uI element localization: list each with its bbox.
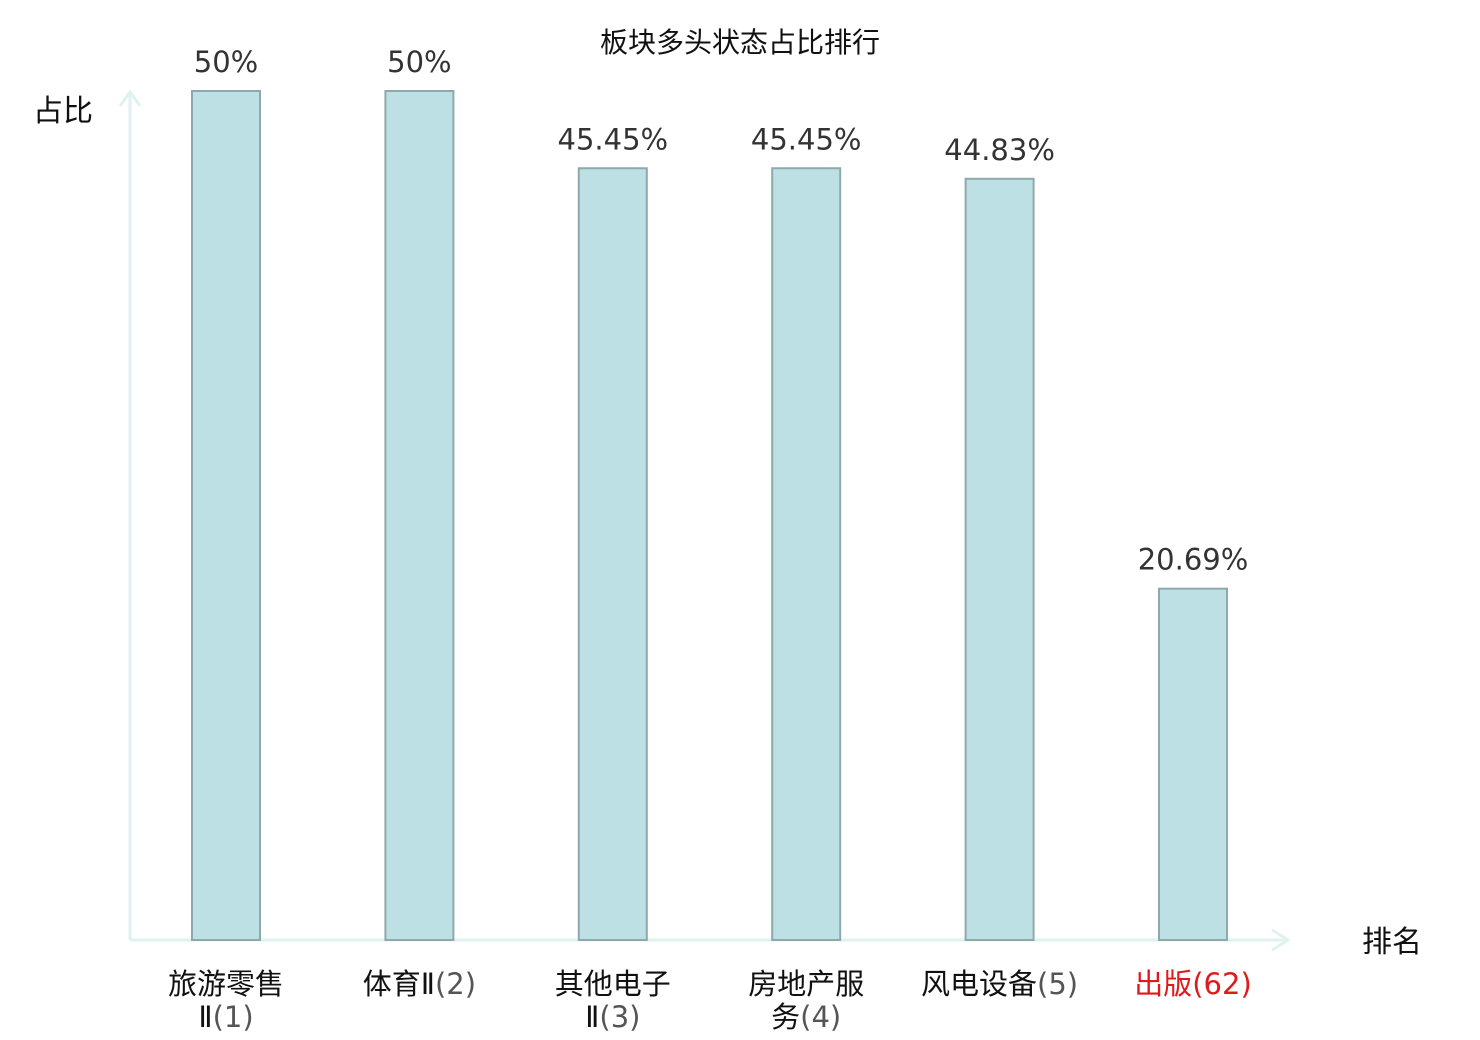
value-labels-group: 50% 50% 45.45% 45.45% 44.83% 20.69%: [194, 45, 1249, 577]
tick-label-4: 房地产服务(4): [748, 967, 864, 1034]
y-axis-label: 占比: [33, 94, 93, 129]
tick-label-2: 体育Ⅱ(2): [363, 967, 476, 1001]
value-label-1: 50%: [194, 45, 258, 79]
bar-2: [384, 90, 455, 941]
value-label-6: 20.69%: [1138, 543, 1249, 577]
bar-1: [191, 90, 261, 941]
tick-label-3: 其他电子 Ⅱ(3): [555, 967, 671, 1034]
tick-label-5: 风电设备(5): [921, 967, 1078, 1001]
x-axis-label: 排名: [1362, 925, 1422, 960]
chart-title: 板块多头状态占比排行: [600, 26, 880, 59]
bar-5: [964, 177, 1035, 941]
value-label-3: 45.45%: [558, 122, 669, 156]
value-label-5: 44.83%: [944, 133, 1055, 167]
x-axis: [130, 928, 1291, 952]
bar-4: [771, 167, 842, 942]
y-axis: [118, 89, 142, 940]
bars-group: [191, 90, 1228, 942]
bar-3: [577, 167, 648, 942]
tick-labels-group: 旅游零售 Ⅱ(1) 体育Ⅱ(2) 其他电子 Ⅱ(3) 房地产服务(4) 风电设备(5) 出版(…: [168, 967, 1252, 1034]
bar-6: [1158, 587, 1228, 941]
tick-label-6: 出版(62): [1134, 967, 1252, 1001]
value-label-2: 50%: [387, 45, 451, 79]
tick-label-1: 旅游零售 Ⅱ(1): [168, 967, 284, 1034]
value-label-4: 45.45%: [751, 122, 862, 156]
